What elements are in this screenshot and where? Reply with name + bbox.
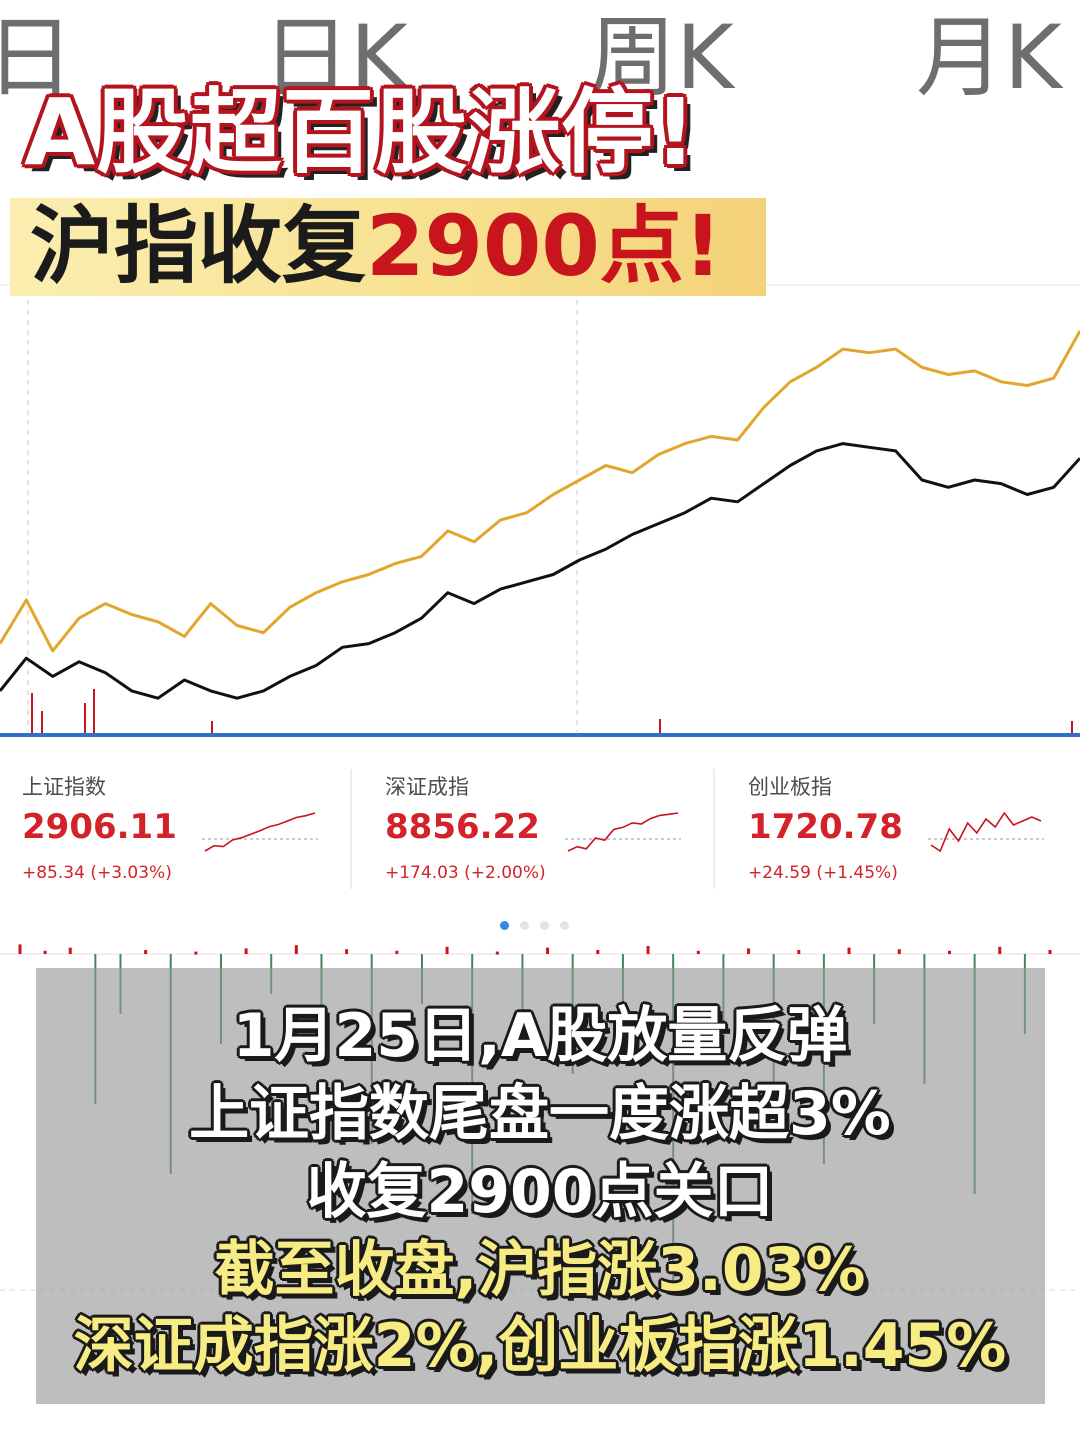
caption-line-2: 上证指数尾盘一度涨超3% bbox=[189, 1079, 891, 1149]
tab-monthly-k[interactable]: 月K bbox=[916, 6, 1062, 109]
index-change: +85.34 (+3.03%) bbox=[22, 863, 172, 883]
volume-bar-up bbox=[847, 947, 851, 954]
sparkline-sh bbox=[202, 812, 318, 852]
tab-daily-k[interactable]: 日K bbox=[262, 6, 408, 109]
volume-bar-up bbox=[43, 950, 47, 954]
tab-intraday[interactable]: 日 bbox=[0, 6, 75, 109]
tab-weekly-k[interactable]: 周K bbox=[588, 6, 734, 109]
volume-bar-up bbox=[244, 948, 248, 954]
volume-bar-up bbox=[797, 950, 801, 954]
headline-line-2-highlight: 2900点! bbox=[366, 197, 723, 295]
index-change: +24.59 (+1.45%) bbox=[748, 863, 898, 883]
card-divider bbox=[350, 769, 352, 889]
volume-bar-up bbox=[68, 947, 72, 954]
average-series-line bbox=[0, 442, 1080, 700]
caption-overlay bbox=[36, 968, 1045, 1404]
headline-line-2-prefix: 沪指收复 bbox=[30, 197, 367, 295]
caption-line-4: 截至收盘,沪指涨3.03% bbox=[214, 1235, 866, 1305]
volume-bar-up bbox=[194, 951, 198, 955]
caption-line-5: 深证成指涨2%,创业板指涨1.45% bbox=[73, 1311, 1007, 1381]
card-divider bbox=[713, 769, 715, 889]
chart-bottom-border bbox=[0, 733, 1080, 737]
index-name: 创业板指 bbox=[748, 775, 832, 799]
caption-line-3: 收复2900点关口 bbox=[306, 1157, 774, 1227]
period-tabs: 日 日K 周K 月K bbox=[0, 0, 1080, 110]
headline-line-1: A股超百股涨停! bbox=[24, 79, 698, 186]
index-value: 1720.78 bbox=[748, 807, 903, 847]
volume-bar-up bbox=[1048, 950, 1052, 954]
volume-bar-up bbox=[345, 949, 349, 954]
index-card-sh[interactable]: 上证指数 2906.11 +85.34 (+3.03%) bbox=[22, 767, 362, 897]
carousel-dot-2[interactable] bbox=[520, 921, 529, 930]
index-value: 8856.22 bbox=[385, 807, 540, 847]
volume-bar-up bbox=[144, 950, 148, 954]
caption-line-1: 1月25日,A股放量反弹 bbox=[232, 1001, 848, 1071]
volume-bar-up bbox=[395, 950, 399, 954]
volume-bar-up bbox=[596, 950, 600, 954]
carousel-dot-1[interactable] bbox=[500, 921, 509, 930]
volume-bar-up bbox=[747, 948, 751, 954]
volume-bar-up bbox=[495, 951, 499, 955]
index-value: 2906.11 bbox=[22, 807, 177, 847]
volume-bar-up bbox=[18, 944, 22, 954]
index-name: 上证指数 bbox=[22, 775, 106, 799]
sparkline-path bbox=[930, 811, 1042, 853]
volume-bar-up bbox=[546, 947, 550, 954]
volume-bar-up bbox=[696, 950, 700, 954]
volume-bar-up bbox=[897, 949, 901, 954]
index-change: +174.03 (+2.00%) bbox=[385, 863, 546, 883]
carousel-dot-3[interactable] bbox=[540, 921, 549, 930]
volume-bar-up bbox=[948, 950, 952, 954]
carousel-dots bbox=[500, 921, 580, 931]
index-card-cy[interactable]: 创业板指 1720.78 +24.59 (+1.45%) bbox=[748, 767, 1080, 897]
sparkline-sz bbox=[565, 812, 681, 852]
volume-bar-up bbox=[998, 946, 1002, 954]
volume-bar-up bbox=[646, 946, 650, 954]
volume-bar-up bbox=[294, 945, 298, 954]
headline-banner bbox=[10, 198, 766, 296]
index-card-sz[interactable]: 深证成指 8856.22 +174.03 (+2.00%) bbox=[385, 767, 725, 897]
headline-line-2: 沪指收复2900点! bbox=[30, 196, 722, 296]
index-cards-panel: 上证指数 2906.11 +85.34 (+3.03%) 深证成指 8856.2… bbox=[0, 737, 1080, 947]
sparkline-path bbox=[567, 812, 679, 852]
index-name: 深证成指 bbox=[385, 775, 469, 799]
carousel-dot-4[interactable] bbox=[560, 921, 569, 930]
sparkline-path bbox=[204, 812, 316, 852]
volume-bar-up bbox=[445, 946, 449, 954]
sparkline-cy bbox=[928, 811, 1044, 853]
price-series-line bbox=[0, 330, 1080, 653]
